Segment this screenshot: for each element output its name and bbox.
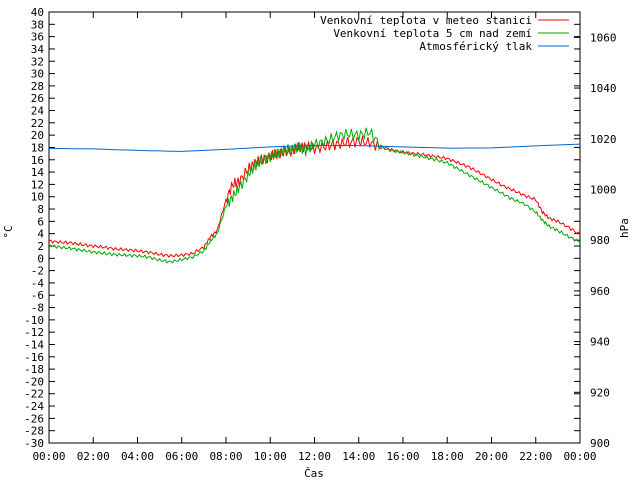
x-tick-label: 00:00	[563, 450, 596, 463]
y-tick-label: 6	[37, 215, 44, 228]
y-tick-label: 30	[31, 68, 44, 81]
y-tick-label: -20	[24, 375, 44, 388]
legend-label-2: Atmosférický tlak	[419, 40, 532, 53]
ticks-layer: -30-28-26-24-22-20-18-16-14-12-10-8-6-4-…	[24, 6, 616, 463]
y-tick-label: -24	[24, 400, 44, 413]
y2-tick-label: 980	[590, 234, 610, 247]
y-tick-label: 34	[31, 43, 45, 56]
y-tick-label: -2	[31, 265, 44, 278]
y-tick-label: 2	[37, 240, 44, 253]
x-tick-label: 08:00	[209, 450, 242, 463]
y-tick-label: -4	[31, 277, 45, 290]
y-tick-label: 12	[31, 178, 44, 191]
y2-tick-label: 900	[590, 437, 610, 450]
y-tick-label: 0	[37, 252, 44, 265]
y2-tick-label: 1040	[590, 82, 617, 95]
y-tick-label: 28	[31, 80, 44, 93]
y-tick-label: 4	[37, 228, 44, 241]
y-tick-label: 38	[31, 18, 44, 31]
y-tick-label: -14	[24, 338, 44, 351]
y-tick-label: 36	[31, 31, 44, 44]
y-tick-label: 40	[31, 6, 44, 19]
y-tick-label: -30	[24, 437, 44, 450]
y-tick-label: 32	[31, 55, 44, 68]
y-tick-label: 8	[37, 203, 44, 216]
x-tick-label: 06:00	[165, 450, 198, 463]
y-tick-label: 14	[31, 166, 45, 179]
y2-tick-label: 1000	[590, 183, 617, 196]
x-tick-label: 18:00	[431, 450, 464, 463]
series-line-1	[48, 127, 581, 264]
x-tick-label: 00:00	[32, 450, 65, 463]
y-tick-label: 20	[31, 129, 44, 142]
x-tick-label: 14:00	[342, 450, 375, 463]
y-tick-label: 26	[31, 92, 44, 105]
x-tick-label: 20:00	[475, 450, 508, 463]
y-tick-label: -10	[24, 314, 44, 327]
legend-label-1: Venkovní teplota 5 cm nad zemí	[333, 27, 532, 40]
y-tick-label: 18	[31, 141, 44, 154]
x-tick-label: 04:00	[121, 450, 154, 463]
series-layer	[48, 127, 581, 264]
series-line-0	[48, 136, 581, 258]
y2-axis-title: hPa	[618, 218, 631, 238]
y-tick-label: -22	[24, 388, 44, 401]
y-tick-label: 10	[31, 191, 44, 204]
x-tick-label: 22:00	[519, 450, 552, 463]
x-tick-label: 10:00	[254, 450, 287, 463]
y2-tick-label: 1060	[590, 31, 617, 44]
legend: Venkovní teplota v meteo stanici Venkovn…	[320, 14, 569, 53]
y-tick-label: -16	[24, 351, 44, 364]
y-tick-label: 24	[31, 105, 45, 118]
x-tick-label: 02:00	[77, 450, 110, 463]
y2-tick-label: 1020	[590, 133, 617, 146]
y-tick-label: -18	[24, 363, 44, 376]
x-axis-title: Čas	[304, 467, 324, 480]
x-tick-label: 16:00	[386, 450, 419, 463]
y-tick-label: 22	[31, 117, 44, 130]
y-tick-label: -12	[24, 326, 44, 339]
y-tick-label: -26	[24, 412, 44, 425]
x-tick-label: 12:00	[298, 450, 331, 463]
y2-tick-label: 960	[590, 285, 610, 298]
y-tick-label: -8	[31, 302, 44, 315]
y-tick-label: -6	[31, 289, 44, 302]
plot-frame	[48, 11, 581, 444]
y2-tick-label: 940	[590, 336, 610, 349]
y-tick-label: -28	[24, 425, 44, 438]
legend-label-0: Venkovní teplota v meteo stanici	[320, 14, 532, 27]
series-line-2	[48, 143, 581, 152]
y2-tick-label: 920	[590, 386, 610, 399]
y-tick-label: 16	[31, 154, 44, 167]
y-axis-title: °C	[2, 225, 15, 238]
